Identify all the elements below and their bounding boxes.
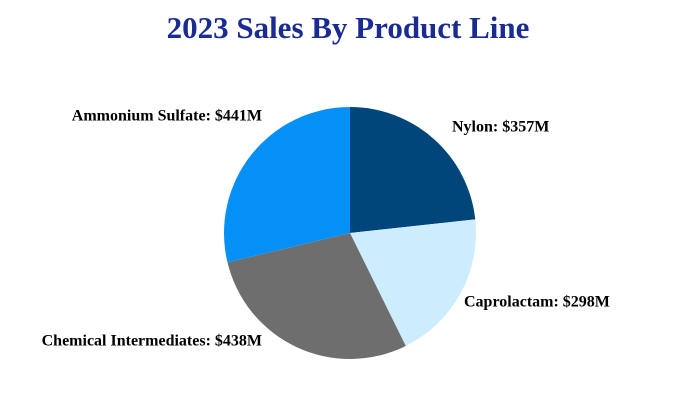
chart-title: 2023 Sales By Product Line <box>167 10 530 45</box>
pie-slice <box>350 219 476 346</box>
pie-slice <box>350 107 476 233</box>
pie-slice <box>227 233 406 359</box>
data-label: Ammonium Sulfate: $441M <box>72 108 262 125</box>
pie-slice <box>223 107 350 263</box>
data-label: Nylon: $357M <box>452 119 549 136</box>
data-label: Caprolactam: $298M <box>464 294 610 311</box>
data-label: Chemical Intermediates: $438M <box>42 333 262 350</box>
